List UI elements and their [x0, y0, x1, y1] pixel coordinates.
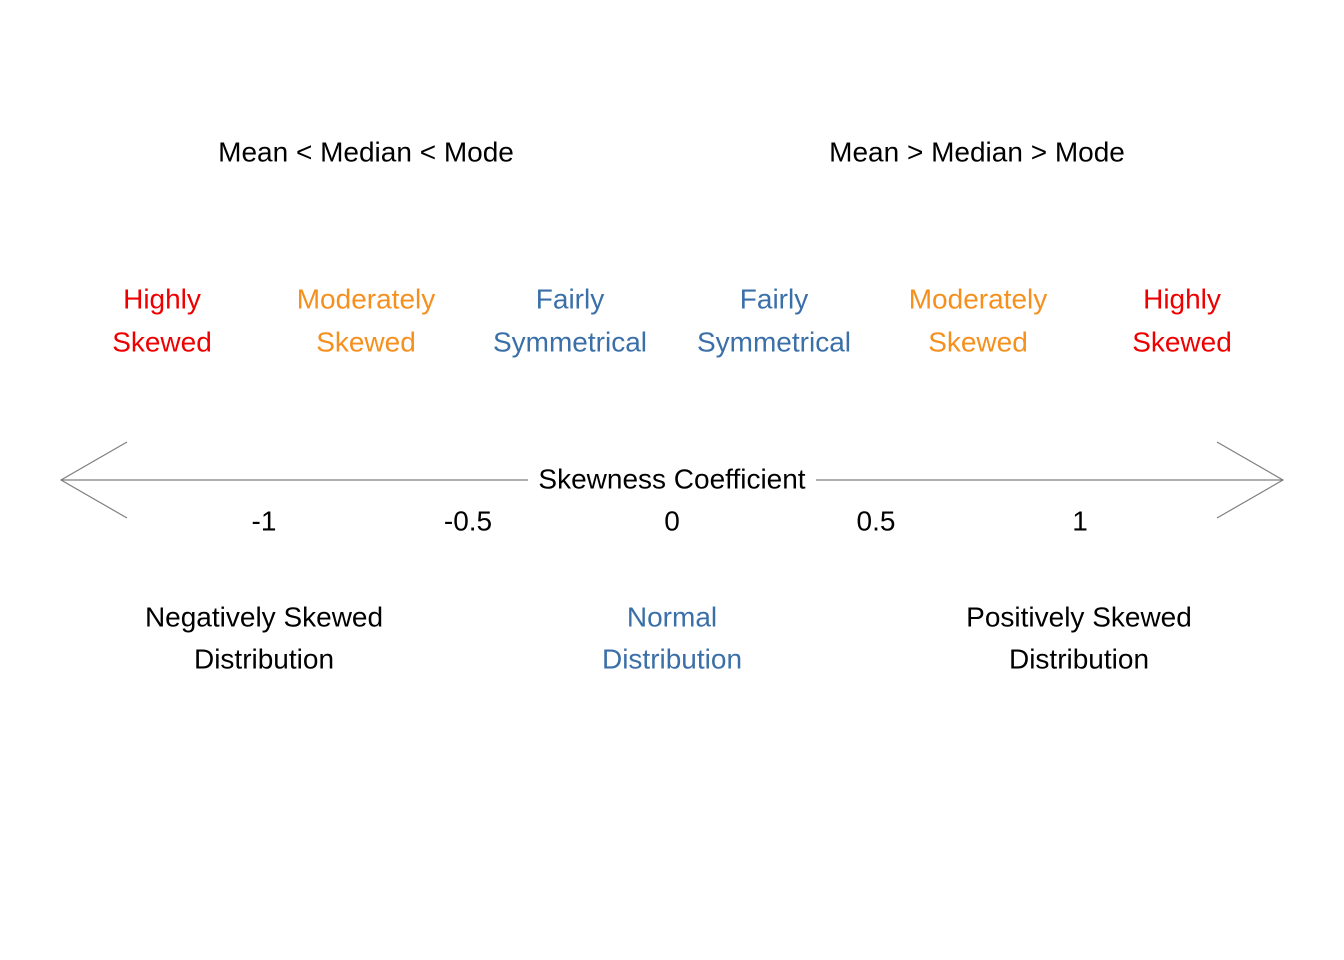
left-arrowhead	[59, 441, 128, 519]
right-arrowhead	[1216, 441, 1285, 519]
axis-label: Skewness Coefficient	[538, 463, 805, 494]
category-highly-positive-line2: Skewed	[1132, 326, 1232, 357]
category-moderately-positive-line1: Moderately	[909, 283, 1048, 314]
relation-right: Mean > Median > Mode	[829, 136, 1125, 167]
category-moderately-negative-line1: Moderately	[297, 283, 436, 314]
category-moderately-negative-line2: Skewed	[316, 326, 416, 357]
category-fairly-negative-line2: Symmetrical	[493, 326, 647, 357]
category-moderately-positive: Moderately Skewed	[909, 283, 1048, 357]
category-highly-positive-line1: Highly	[1143, 283, 1221, 314]
tick-label: 0.5	[857, 505, 896, 536]
distribution-negative-line1: Negatively Skewed	[145, 601, 383, 632]
category-highly-negative-line1: Highly	[123, 283, 201, 314]
category-highly-negative: Highly Skewed	[112, 283, 212, 357]
category-fairly-positive-line1: Fairly	[740, 283, 808, 314]
tick-label: -0.5	[444, 505, 492, 536]
distribution-negative: Negatively Skewed Distribution	[145, 601, 383, 674]
distribution-positive-line2: Distribution	[1009, 643, 1149, 674]
category-highly-positive: Highly Skewed	[1132, 283, 1232, 357]
skewness-axis: Skewness Coefficient	[59, 441, 1285, 519]
category-fairly-negative: Fairly Symmetrical	[493, 283, 647, 357]
distribution-positive-line1: Positively Skewed	[966, 601, 1192, 632]
category-fairly-positive: Fairly Symmetrical	[697, 283, 851, 357]
tick-label: 0	[664, 505, 680, 536]
axis-tick-labels: -1 -0.5 0 0.5 1	[252, 505, 1088, 536]
category-moderately-positive-line2: Skewed	[928, 326, 1028, 357]
category-highly-negative-line2: Skewed	[112, 326, 212, 357]
tick-label: -1	[252, 505, 277, 536]
relation-left: Mean < Median < Mode	[218, 136, 514, 167]
category-fairly-positive-line2: Symmetrical	[697, 326, 851, 357]
tick-label: 1	[1072, 505, 1088, 536]
distribution-normal-line2: Distribution	[602, 643, 742, 674]
distribution-normal-line1: Normal	[627, 601, 717, 632]
category-moderately-negative: Moderately Skewed	[297, 283, 436, 357]
category-labels: Highly Skewed Moderately Skewed Fairly Symmet…	[112, 283, 1232, 357]
distribution-normal: Normal Distribution	[602, 601, 742, 674]
distribution-positive: Positively Skewed Distribution	[966, 601, 1192, 674]
distribution-negative-line2: Distribution	[194, 643, 334, 674]
category-fairly-negative-line1: Fairly	[536, 283, 604, 314]
axis-label-background	[528, 464, 816, 496]
